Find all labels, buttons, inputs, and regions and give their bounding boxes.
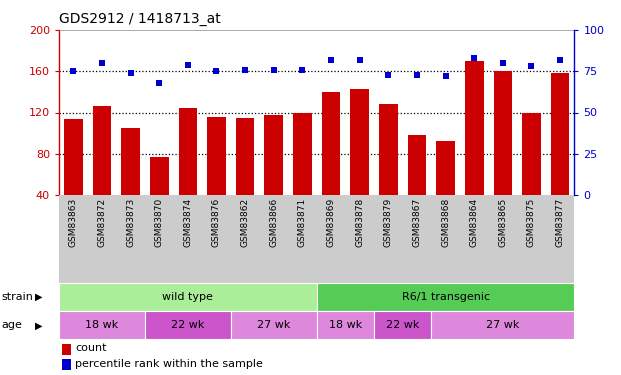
Bar xyxy=(317,311,374,339)
Text: GSM83878: GSM83878 xyxy=(355,198,364,247)
Point xyxy=(441,73,451,79)
Text: 18 wk: 18 wk xyxy=(85,320,119,330)
Point xyxy=(498,60,508,66)
Point xyxy=(355,57,365,63)
Text: ▶: ▶ xyxy=(35,320,43,330)
Text: GSM83864: GSM83864 xyxy=(469,198,479,247)
Text: age: age xyxy=(2,320,23,330)
Text: GSM83879: GSM83879 xyxy=(384,198,393,247)
Text: 22 wk: 22 wk xyxy=(171,320,204,330)
Text: wild type: wild type xyxy=(163,292,213,302)
Bar xyxy=(322,92,340,236)
Point xyxy=(240,67,250,73)
Text: 27 wk: 27 wk xyxy=(257,320,291,330)
Text: ▶: ▶ xyxy=(35,292,43,302)
Text: GSM83870: GSM83870 xyxy=(155,198,164,247)
Point xyxy=(527,63,537,69)
Bar xyxy=(61,344,71,355)
Text: GSM83872: GSM83872 xyxy=(97,198,106,247)
Bar xyxy=(551,74,569,236)
Text: GSM83868: GSM83868 xyxy=(441,198,450,247)
Bar xyxy=(207,117,226,236)
Text: GSM83869: GSM83869 xyxy=(327,198,335,247)
Bar xyxy=(145,311,231,339)
Point xyxy=(97,60,107,66)
Text: GSM83875: GSM83875 xyxy=(527,198,536,247)
Bar xyxy=(522,112,541,236)
Text: GSM83862: GSM83862 xyxy=(240,198,250,247)
Text: GSM83865: GSM83865 xyxy=(498,198,507,247)
Bar xyxy=(407,135,426,236)
Bar xyxy=(379,104,397,236)
Point xyxy=(154,80,164,86)
Text: count: count xyxy=(76,343,107,353)
Text: GDS2912 / 1418713_at: GDS2912 / 1418713_at xyxy=(59,12,220,26)
Bar xyxy=(64,118,83,236)
Bar xyxy=(374,311,431,339)
Point xyxy=(125,70,135,76)
Bar xyxy=(236,118,255,236)
Point xyxy=(68,68,78,74)
Text: percentile rank within the sample: percentile rank within the sample xyxy=(76,359,263,369)
Bar xyxy=(465,61,484,236)
Text: GSM83871: GSM83871 xyxy=(298,198,307,247)
Point xyxy=(383,72,393,78)
Bar xyxy=(431,311,574,339)
Bar xyxy=(265,115,283,236)
Point xyxy=(183,62,193,68)
Text: GSM83877: GSM83877 xyxy=(556,198,564,247)
Bar xyxy=(59,283,317,311)
Bar xyxy=(317,283,574,311)
Text: GSM83867: GSM83867 xyxy=(412,198,422,247)
Bar xyxy=(494,71,512,236)
Point xyxy=(326,57,336,63)
Bar xyxy=(121,128,140,236)
Bar xyxy=(61,358,71,370)
Text: GSM83876: GSM83876 xyxy=(212,198,221,247)
Point xyxy=(297,67,307,73)
Text: GSM83873: GSM83873 xyxy=(126,198,135,247)
Point xyxy=(469,55,479,61)
Bar xyxy=(150,157,168,236)
Point xyxy=(555,57,565,63)
Text: 27 wk: 27 wk xyxy=(486,320,520,330)
Text: GSM83863: GSM83863 xyxy=(69,198,78,247)
Bar xyxy=(350,89,369,236)
Text: GSM83874: GSM83874 xyxy=(183,198,193,247)
Bar xyxy=(59,311,145,339)
Point xyxy=(269,67,279,73)
Bar xyxy=(231,311,317,339)
Point xyxy=(212,68,222,74)
Text: 18 wk: 18 wk xyxy=(329,320,362,330)
Text: R6/1 transgenic: R6/1 transgenic xyxy=(402,292,489,302)
Text: strain: strain xyxy=(2,292,34,302)
Bar xyxy=(293,112,312,236)
Point xyxy=(412,72,422,78)
Bar xyxy=(179,108,197,236)
Text: 22 wk: 22 wk xyxy=(386,320,419,330)
Bar xyxy=(437,141,455,236)
Bar xyxy=(93,106,111,236)
Text: GSM83866: GSM83866 xyxy=(270,198,278,247)
